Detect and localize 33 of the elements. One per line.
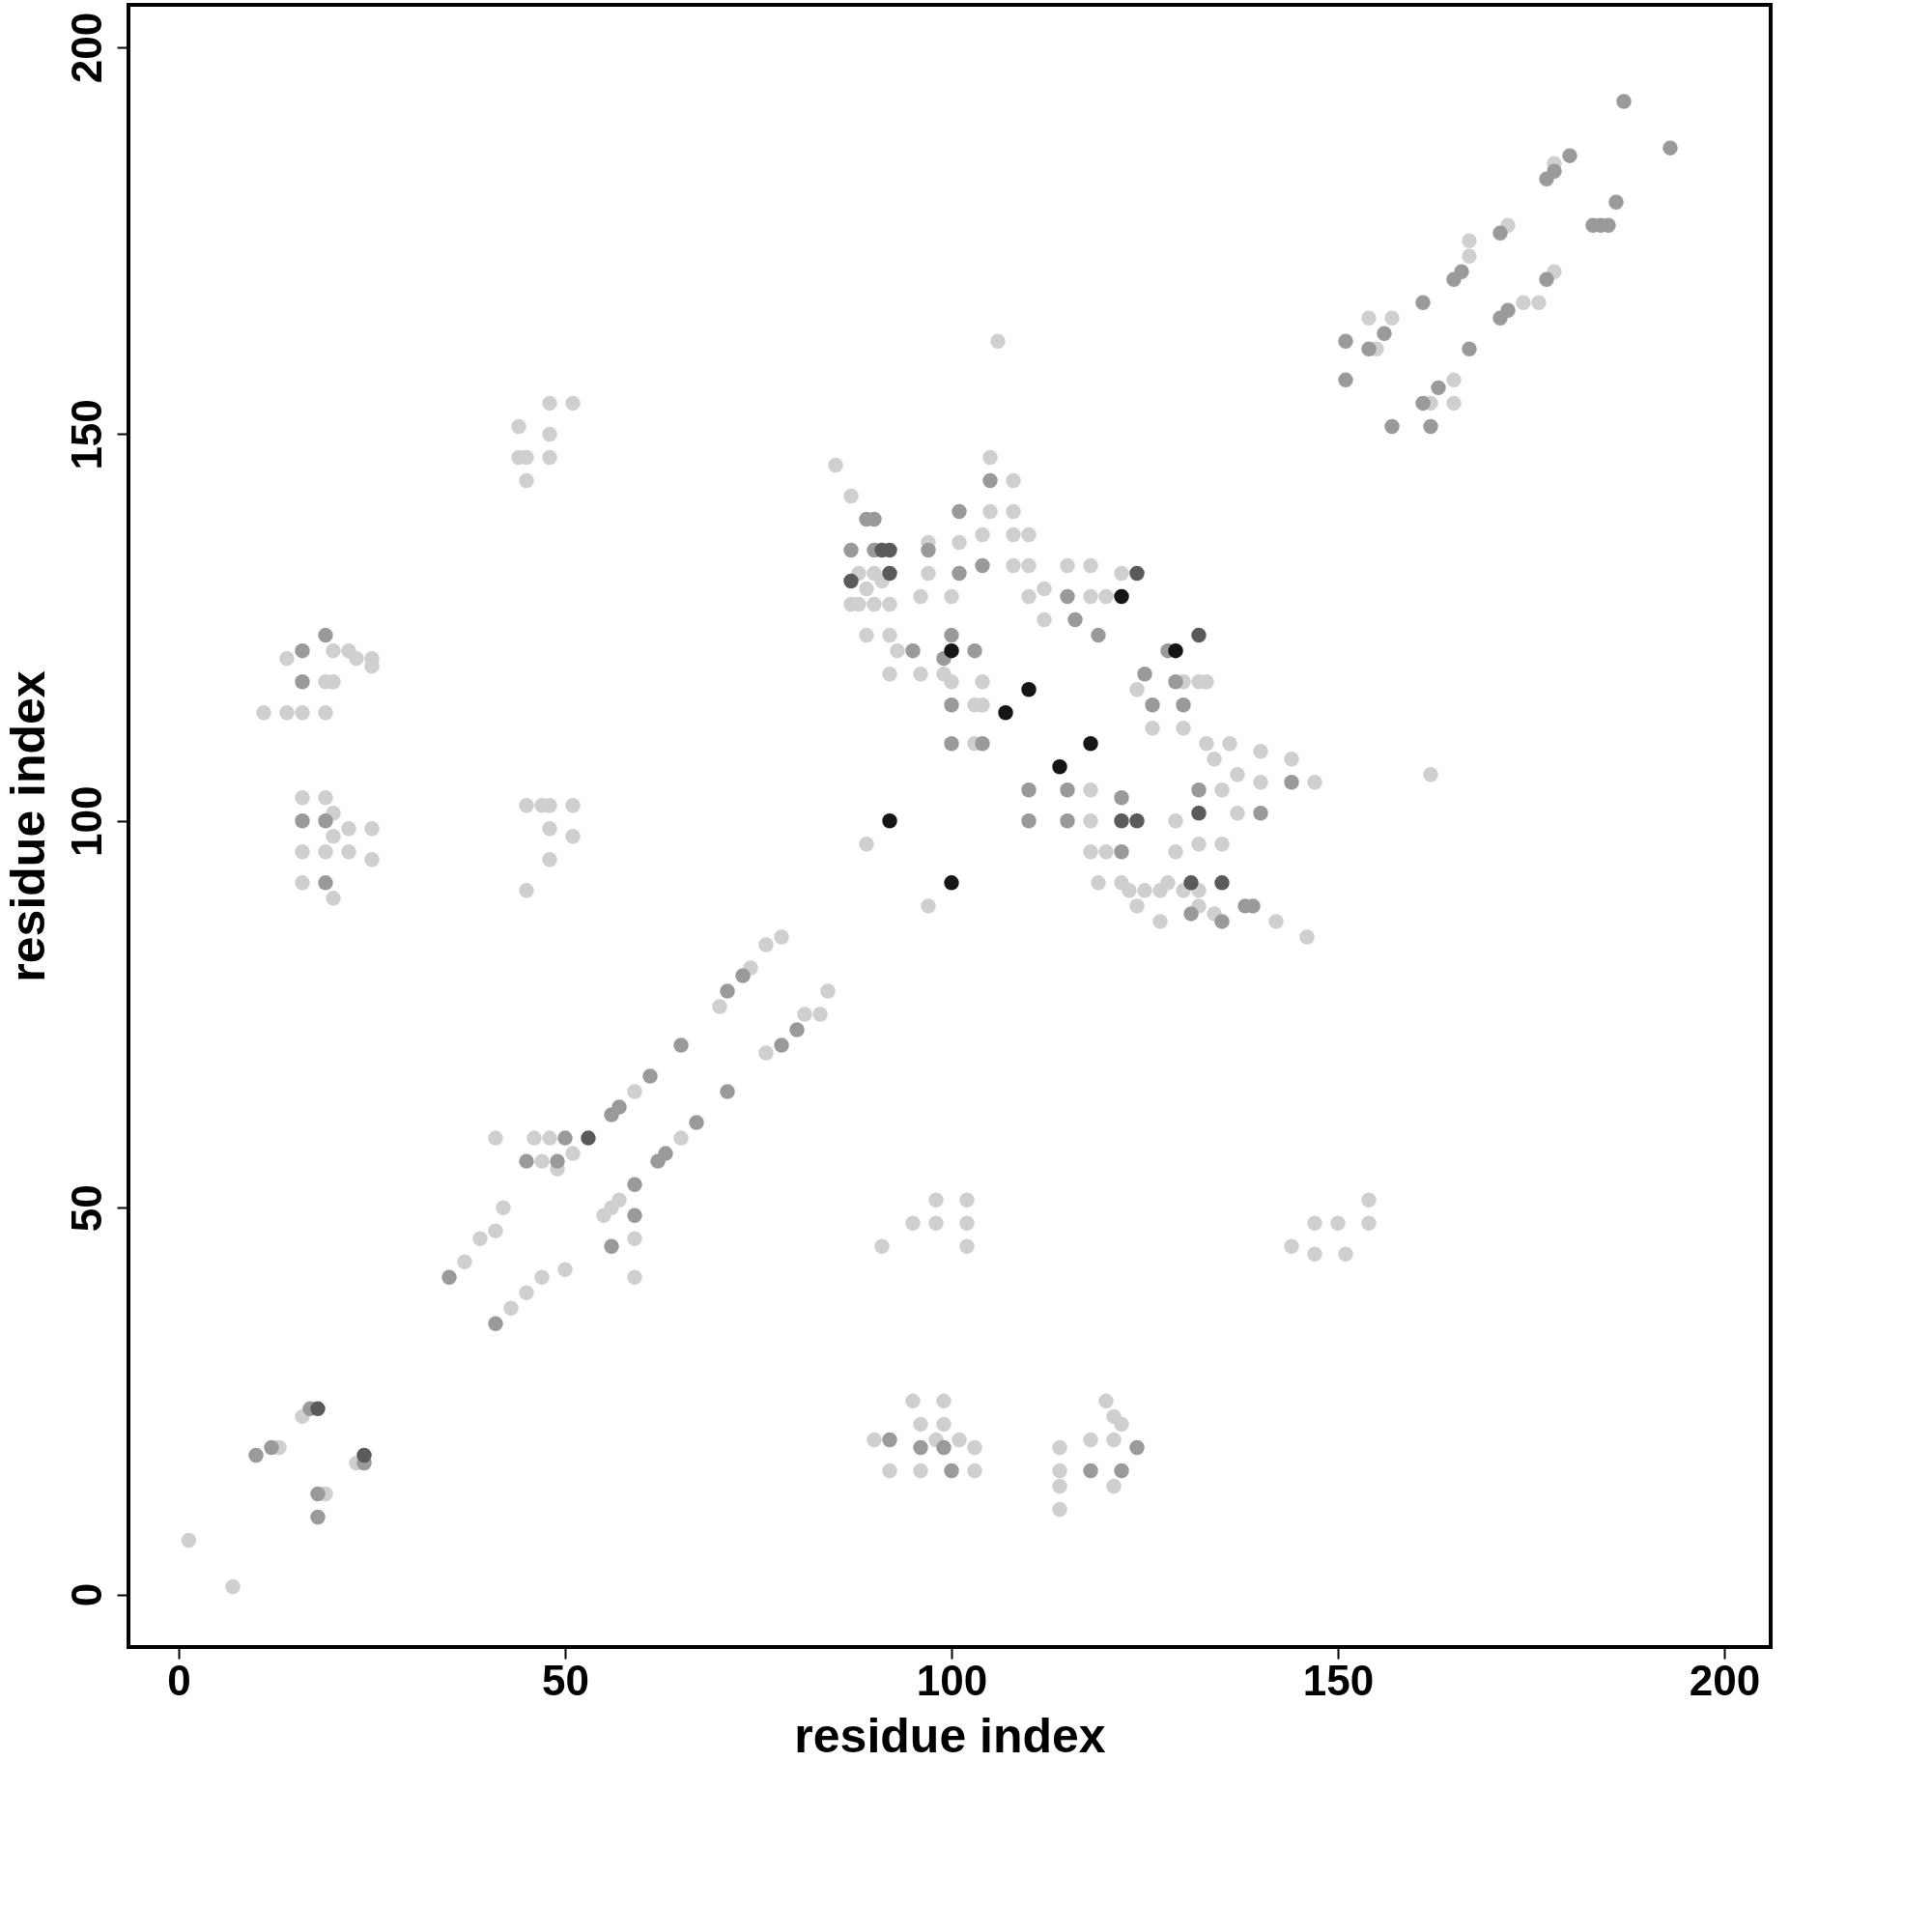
- y-axis-title: residue index: [0, 670, 55, 982]
- y-tick-label: 100: [62, 785, 110, 858]
- point: [1183, 875, 1199, 891]
- x-tick-label: 200: [1689, 1656, 1761, 1704]
- point: [1052, 759, 1067, 775]
- point: [356, 1447, 372, 1463]
- point: [882, 813, 897, 829]
- point: [581, 1130, 596, 1146]
- y-tick-label: 200: [62, 12, 110, 84]
- point: [1191, 806, 1207, 821]
- point: [1083, 735, 1098, 752]
- x-axis-title: residue index: [794, 1708, 1106, 1763]
- point: [944, 642, 959, 659]
- y-tick-label: 0: [62, 1582, 110, 1607]
- point: [944, 875, 959, 891]
- x-tick-label: 150: [1302, 1656, 1375, 1704]
- point: [1214, 875, 1230, 891]
- point: [1129, 565, 1145, 582]
- point: [1114, 588, 1129, 605]
- point: [1021, 681, 1037, 697]
- point: [843, 573, 859, 589]
- point: [1168, 642, 1183, 659]
- x-tick-label: 100: [916, 1656, 988, 1704]
- point: [1191, 627, 1207, 643]
- x-tick-label: 0: [167, 1656, 191, 1704]
- point: [882, 565, 897, 582]
- point: [310, 1401, 326, 1417]
- point: [998, 704, 1013, 721]
- y-tick-label: 150: [62, 399, 110, 470]
- x-tick-label: 50: [542, 1656, 589, 1704]
- y-tick-label: 50: [62, 1184, 110, 1233]
- point: [1114, 813, 1129, 829]
- point: [1129, 813, 1145, 829]
